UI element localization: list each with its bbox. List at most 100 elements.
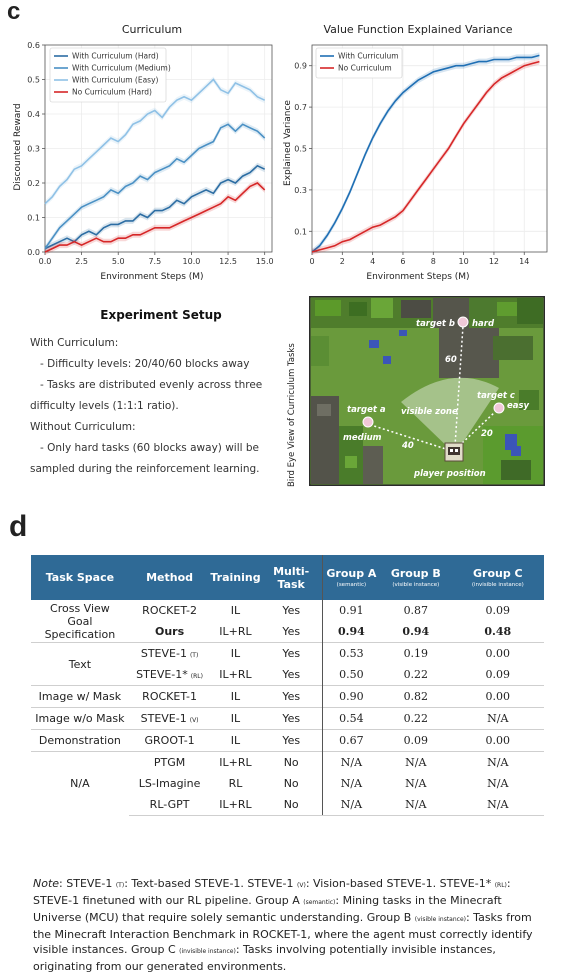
hard-label: hard	[472, 319, 495, 329]
table-row: RL-GPT IL+RL No N/A N/A N/A	[31, 794, 544, 816]
note-sub: (invisible instance)	[179, 948, 236, 955]
group-a-cell: N/A	[321, 751, 381, 773]
table-row: N/A PTGM IL+RL No N/A N/A N/A	[31, 751, 544, 816]
group-a-sub: (semantic)	[336, 582, 367, 588]
task-space-cell: Image w/o Mask	[31, 707, 129, 730]
group-c-sub: (invisible instance)	[471, 582, 524, 588]
group-a-cell: 0.94	[321, 621, 381, 643]
series-line	[44, 164, 266, 250]
method-name: RL-GPT	[149, 798, 190, 811]
curriculum-chart: Curriculum 0.0 2.5 5.0 7.5 10.0 12.5 15.0 0.0 0.…	[13, 23, 274, 282]
table-row: Image w/o Mask STEVE-1 (V) IL Yes 0.54 0.22 N/A	[31, 707, 544, 730]
multi-task-cell: Yes	[260, 642, 323, 664]
task-space-cell: N/A	[31, 751, 129, 816]
method-name: STEVE-1	[140, 647, 187, 660]
chart-title: Curriculum	[122, 23, 182, 36]
method-name: GROOT-1	[144, 734, 195, 747]
results-table: Task Space Method Training Multi-Task Gr…	[31, 555, 544, 816]
medium-label: medium	[343, 433, 382, 443]
col-header-method: Method	[128, 555, 211, 600]
y-tick-label: 0.6	[27, 41, 40, 50]
multi-task-cell: Yes	[282, 668, 301, 681]
task-space-cell: Cross View Goal Specification	[31, 600, 129, 643]
group-c-cell: 0.00	[451, 642, 544, 664]
group-c-cell: N/A	[451, 794, 544, 816]
y-tick-label: 0.5	[27, 76, 40, 85]
experiment-setup: Experiment Setup With Curriculum: - Diff…	[30, 305, 280, 480]
x-tick-label: 7.5	[148, 257, 161, 266]
x-axis-title: Environment Steps (M)	[366, 272, 469, 282]
x-axis-title: Environment Steps (M)	[100, 272, 203, 282]
target-a-label: target a	[347, 405, 386, 415]
group-a-cell: N/A	[321, 794, 381, 816]
panel-label-c: c	[7, 0, 21, 25]
group-b-cell: 0.87	[403, 604, 429, 617]
group-b-cell: 0.82	[380, 685, 452, 708]
legend-label: With Curriculum	[338, 52, 399, 61]
setup-line: - Difficulty levels: 20/40/60 blocks awa…	[40, 358, 250, 370]
series-line	[44, 78, 266, 205]
table-row: Cross View Goal Specification ROCKET-2 IL Ye…	[31, 600, 544, 641]
multi-task-cell: Yes	[282, 604, 301, 617]
method-cell: STEVE-1 (T)	[128, 642, 211, 664]
task-space-line: Cross View	[50, 601, 110, 615]
x-tick-label: 10.0	[183, 257, 201, 266]
group-a-cell: 0.90	[321, 685, 381, 708]
series-band	[312, 52, 540, 256]
training-cell: IL	[210, 685, 261, 708]
explained-variance-chart: Value Function Explained Variance 0 2 4 6 8 1…	[283, 23, 548, 282]
col-header-training: Training	[210, 555, 261, 600]
x-tick-label: 0.0	[39, 257, 52, 266]
table-row: Ours IL+RL Yes 0.94 0.94 0.48	[31, 621, 544, 643]
method-sub: (V)	[189, 717, 199, 724]
group-a-cell: 0.50	[321, 664, 381, 686]
y-tick-label: 0.7	[294, 103, 307, 112]
terrain	[311, 298, 543, 484]
target-b-marker	[457, 316, 469, 328]
legend-label: No Curriculum	[338, 64, 392, 73]
x-tick-label: 12	[489, 257, 499, 266]
table-header-row: Task Space Method Training Multi-Task Gr…	[31, 555, 544, 600]
group-b-cell: 0.19	[380, 642, 452, 664]
training-cell: RL	[228, 777, 243, 790]
y-axis-title: Discounted Reward	[13, 103, 23, 190]
legend-label: With Curriculum (Medium)	[72, 64, 171, 73]
group-c-cell: N/A	[451, 751, 544, 773]
note-text: : Tasks involving potentially invisible …	[33, 943, 496, 973]
player-position-label: player position	[413, 469, 486, 479]
y-tick-label: 0.2	[27, 179, 40, 188]
method-name: ROCKET-2	[142, 604, 197, 617]
multi-task-cell: Yes	[260, 729, 323, 752]
series-line	[44, 182, 266, 253]
series-band	[312, 58, 540, 255]
table-row: LS-Imagine RL No N/A N/A N/A	[31, 773, 544, 794]
note-sub: (visible instance)	[414, 916, 466, 923]
x-tick-label: 2.5	[75, 257, 88, 266]
multi-task-cell: Yes	[282, 625, 301, 638]
target-c-marker	[493, 402, 505, 414]
group-b-cell: 0.22	[380, 707, 452, 730]
y-tick-label: 0.0	[27, 248, 40, 257]
col-header-group-b: Group B (visible instance)	[380, 555, 452, 600]
method-name: Ours	[155, 625, 185, 638]
x-tick-label: 8	[431, 257, 436, 266]
y-tick-label: 0.5	[294, 145, 307, 154]
col-header-multi-task: Multi-Task	[260, 555, 323, 600]
group-c-cell: N/A	[451, 707, 544, 730]
note-text: : Vision-based STEVE-1. STEVE-1*	[305, 877, 495, 890]
method-cell: LS-Imagine	[129, 773, 211, 794]
group-b-cell: 0.94	[402, 625, 430, 638]
task-space-line: Image w/o Mask	[35, 712, 125, 725]
group-b-cell: N/A	[380, 751, 452, 773]
y-tick-label: 0.1	[27, 214, 40, 223]
note-text: : STEVE-1	[59, 877, 116, 890]
method-name: ROCKET-1	[142, 690, 197, 703]
y-axis-title: Explained Variance	[283, 100, 293, 186]
note-text: : Mining tasks in the Minecraft Universe…	[33, 894, 502, 924]
training-cell: IL+RL	[219, 668, 252, 681]
x-tick-label: 0	[309, 257, 314, 266]
method-sub: (RL)	[190, 673, 203, 680]
y-tick-label: 0.3	[294, 186, 307, 195]
method-cell: ROCKET-1	[128, 685, 211, 708]
col-header-group-c: Group C (invisible instance)	[451, 555, 544, 600]
